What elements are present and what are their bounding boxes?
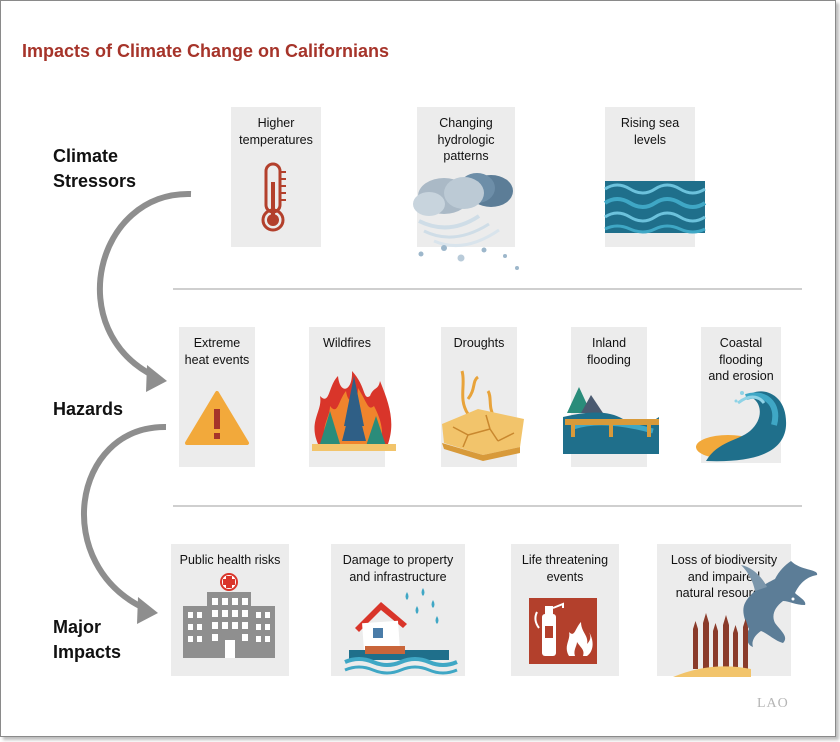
impact-card-life-threatening-events: Life threatening events xyxy=(511,544,619,676)
hazard-card-extreme-heat-events: Extreme heat events xyxy=(179,327,255,467)
divider-bottom xyxy=(173,505,802,507)
impact-label: Damage to property and infrastructure xyxy=(342,553,454,584)
flooded-house-icon xyxy=(344,588,458,675)
stressor-label: Rising sea levels xyxy=(620,116,680,147)
hazard-label: Droughts xyxy=(453,336,505,350)
hazard-label: Extreme heat events xyxy=(184,336,250,367)
hospital-icon xyxy=(183,573,275,658)
big-wave-icon xyxy=(696,391,787,462)
hazard-label: Coastal flooding and erosion xyxy=(708,336,774,383)
stressor-label: Changing hydrologic patterns xyxy=(437,116,495,163)
impact-card-damage-to-property: Damage to property and infrastructure xyxy=(331,544,465,676)
river-flood-icon xyxy=(563,387,659,454)
row-label-hazards: Hazards xyxy=(53,399,124,419)
lao-logo: LAO xyxy=(757,696,789,711)
arrow-head-hazards xyxy=(146,365,167,392)
arrow-head-impacts xyxy=(137,597,158,624)
warning-icon xyxy=(185,391,249,445)
arrow-hazards-to-impacts xyxy=(81,423,167,612)
eagle-stumps-icon xyxy=(673,561,818,677)
storm-cloud-icon xyxy=(413,173,519,270)
stressor-card-higher-temperatures: Higher temperatures xyxy=(231,107,321,247)
stressor-label: Higher temperatures xyxy=(239,116,313,147)
impact-label: Public health risks xyxy=(179,553,281,567)
fire-extinguisher-icon xyxy=(529,598,597,664)
waves-icon xyxy=(603,181,707,234)
hazard-label: Wildfires xyxy=(323,336,371,350)
figure-title: Impacts of Climate Change on Californian… xyxy=(22,41,390,61)
arrow-stressors-to-hazards xyxy=(96,190,192,380)
cracked-earth-icon xyxy=(442,370,524,461)
thermometer-icon xyxy=(261,162,286,232)
divider-top xyxy=(173,288,802,290)
hazard-label: Inland flooding xyxy=(587,336,631,367)
impact-label: Life threatening events xyxy=(521,553,609,584)
row-label-major-impacts: Major Impacts xyxy=(53,617,122,662)
impact-card-public-health-risks: Public health risks xyxy=(171,544,289,676)
wildfire-icon xyxy=(312,371,396,451)
row-label-climate-stressors: Climate Stressors xyxy=(53,146,137,191)
